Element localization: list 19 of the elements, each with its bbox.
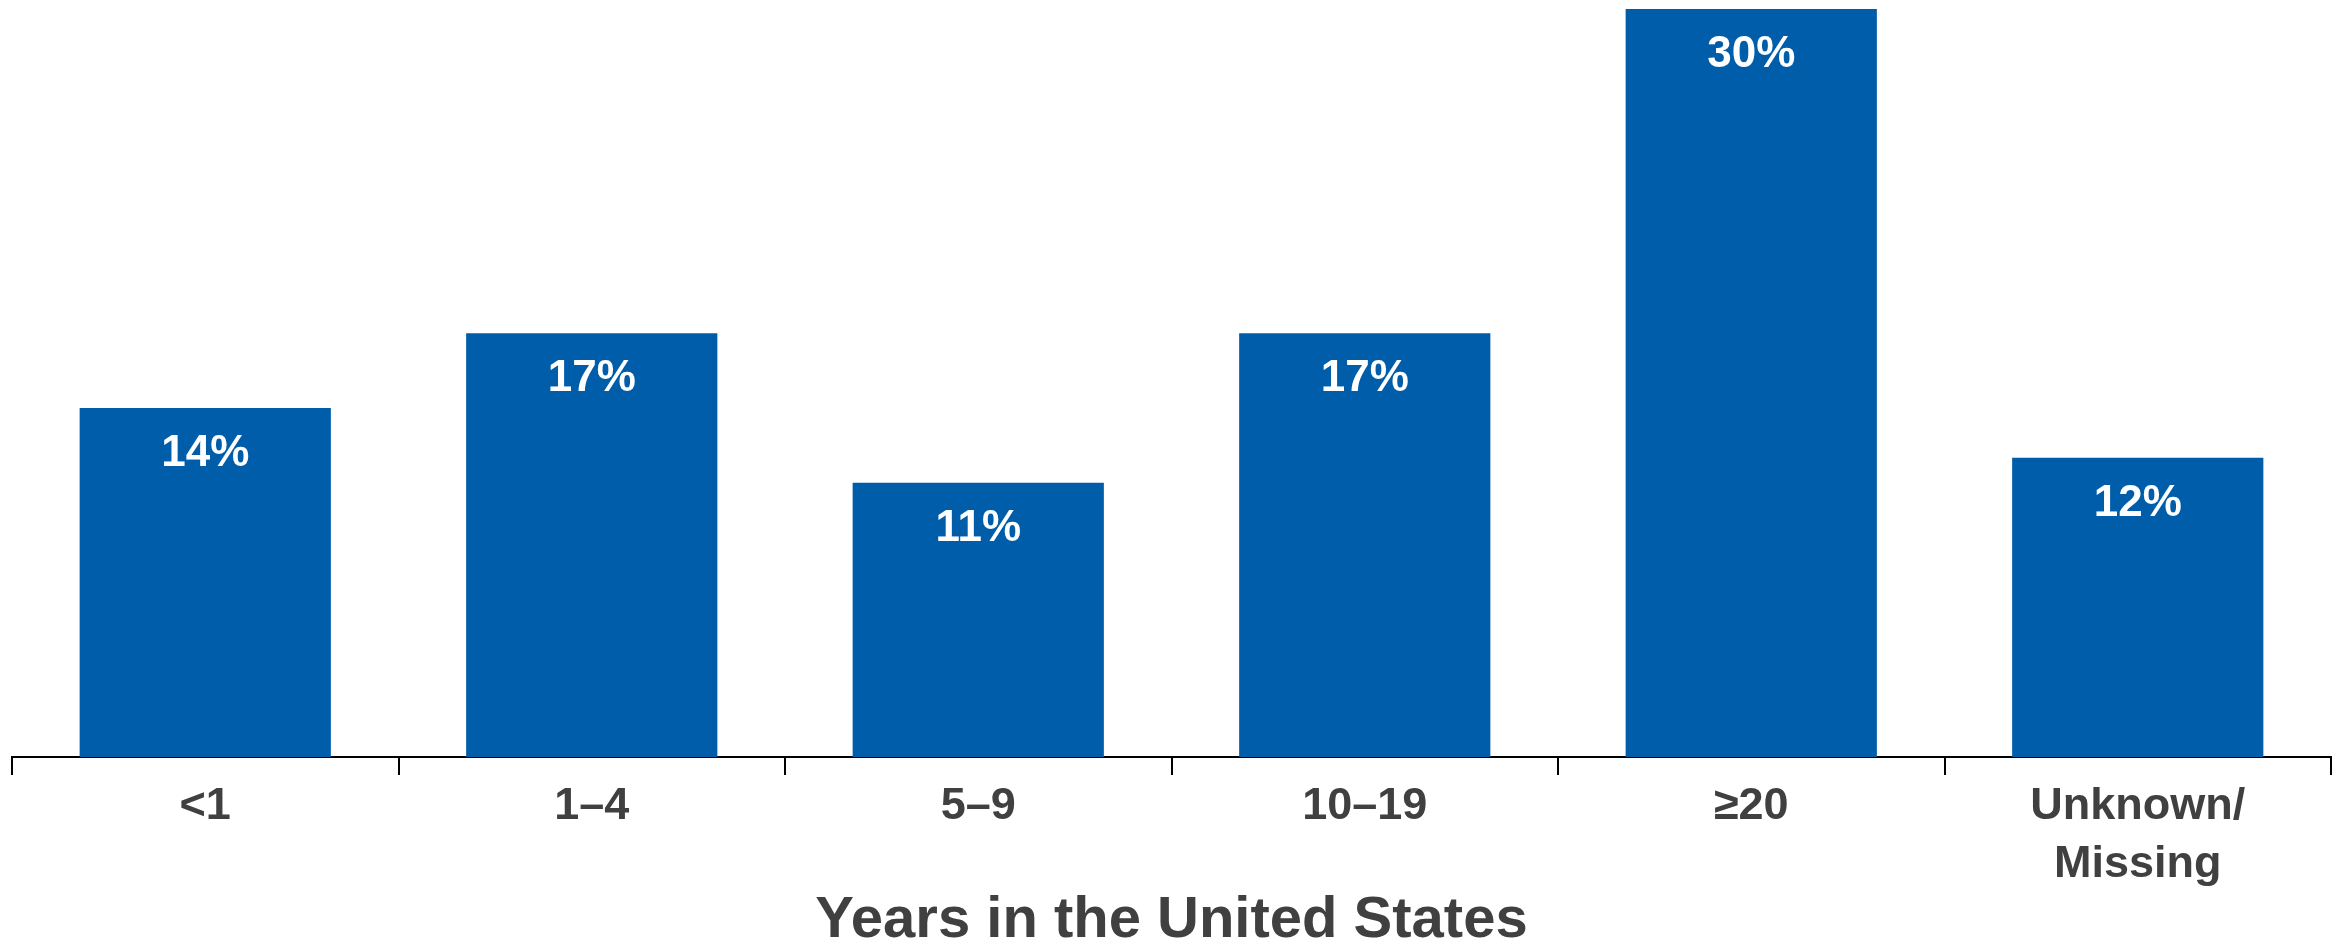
data-label: 30%	[1707, 27, 1796, 77]
x-tick-label: 10–19	[1302, 777, 1428, 829]
data-label: 17%	[547, 351, 636, 401]
bar	[852, 482, 1104, 757]
bar	[466, 333, 718, 757]
bar	[79, 407, 331, 757]
x-axis-title: Years in the United States	[815, 884, 1528, 949]
bar	[2012, 457, 2264, 757]
bar	[1625, 9, 1877, 757]
data-label: 14%	[161, 426, 250, 476]
bar	[1239, 333, 1491, 757]
data-label: 12%	[2093, 475, 2182, 525]
x-tick-label: Unknown/ Missing	[2030, 777, 2246, 888]
x-tick-label: 5–9	[940, 777, 1016, 829]
data-label: 17%	[1320, 351, 1409, 401]
x-tick-label: 1–4	[554, 777, 630, 829]
x-tick-label: <1	[179, 777, 231, 829]
x-tick-label: ≥20	[1713, 777, 1789, 829]
data-label: 11%	[935, 500, 1022, 550]
